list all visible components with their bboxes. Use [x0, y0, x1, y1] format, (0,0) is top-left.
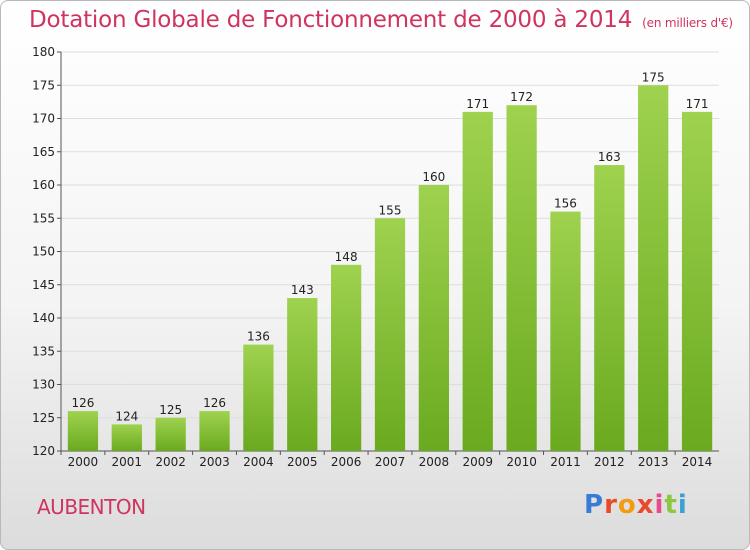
data-label: 160 [422, 170, 445, 184]
y-tick-label: 130 [32, 378, 55, 392]
x-tick-label: 2010 [506, 455, 537, 469]
x-tick-label: 2012 [594, 455, 625, 469]
y-tick-label: 180 [32, 45, 55, 59]
bar [155, 417, 186, 451]
y-tick-label: 150 [32, 245, 55, 259]
x-tick-label: 2004 [243, 455, 274, 469]
x-tick-label: 2008 [419, 455, 450, 469]
data-label: 175 [642, 70, 665, 84]
data-label: 172 [510, 90, 533, 104]
bar [638, 85, 669, 451]
bar [550, 211, 581, 451]
y-tick-label: 175 [32, 78, 55, 92]
x-tick-label: 2009 [462, 455, 493, 469]
y-tick-label: 135 [32, 344, 55, 358]
y-tick-label: 120 [32, 444, 55, 458]
data-label: 171 [466, 97, 489, 111]
bars [67, 85, 713, 452]
data-label: 126 [203, 396, 226, 410]
bar [506, 105, 537, 451]
bar [287, 298, 318, 451]
chart-title: Dotation Globale de Fonctionnement de 20… [29, 7, 733, 33]
x-tick-label: 2006 [331, 455, 362, 469]
x-tick-label: 2003 [199, 455, 230, 469]
y-tick-label: 160 [32, 178, 55, 192]
bar [67, 411, 99, 451]
x-tick-label: 2005 [287, 455, 318, 469]
x-tick-label: 2000 [68, 455, 99, 469]
commune-name: AUBENTON [37, 495, 146, 519]
y-tick-label: 140 [32, 311, 55, 325]
bar [111, 424, 142, 451]
y-tick-label: 165 [32, 145, 55, 159]
data-label: 126 [71, 396, 94, 410]
data-label: 148 [335, 250, 358, 264]
data-label: 155 [379, 203, 402, 217]
y-tick-label: 145 [32, 278, 55, 292]
bar [462, 111, 493, 451]
data-label: 143 [291, 283, 314, 297]
x-tick-label: 2002 [155, 455, 186, 469]
data-label: 171 [686, 97, 709, 111]
bar [199, 411, 230, 451]
data-label: 136 [247, 330, 270, 344]
data-label: 163 [598, 150, 621, 164]
y-tick-label: 170 [32, 112, 55, 126]
value-labels: 126 124 125 126 136 143 148 155 160 171 172 156 163 1… [71, 70, 708, 423]
data-label: 125 [159, 403, 182, 417]
bar [243, 344, 274, 451]
x-tick-label: 2001 [112, 455, 143, 469]
y-tick-label: 155 [32, 211, 55, 225]
x-tick-label: 2011 [550, 455, 581, 469]
data-label: 124 [115, 409, 138, 423]
bar [681, 111, 713, 451]
x-tick-label: 2014 [682, 455, 713, 469]
bar [594, 165, 625, 452]
data-label: 156 [554, 197, 577, 211]
y-tick-label: 125 [32, 411, 55, 425]
chart-subtitle: (en milliers d'€) [642, 16, 733, 30]
x-tick-label: 2013 [638, 455, 669, 469]
bar [330, 264, 362, 451]
bar [418, 185, 450, 451]
x-tick-label: 2007 [375, 455, 406, 469]
chart-title-text: Dotation Globale de Fonctionnement de 20… [29, 7, 633, 33]
axes: 120 125 130 135 140 145 150 155 160 165 170 175 180 2… [32, 45, 719, 469]
proxiti-logo: Proxiti [584, 490, 688, 520]
bar [374, 218, 406, 451]
